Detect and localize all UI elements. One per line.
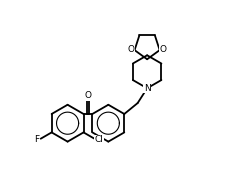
Text: O: O [160,45,167,54]
Text: O: O [84,91,91,100]
Text: N: N [144,84,150,93]
Text: O: O [128,45,135,54]
Text: Cl: Cl [94,135,103,144]
Text: F: F [35,135,40,144]
